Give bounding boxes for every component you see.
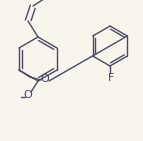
- Text: O: O: [41, 74, 49, 84]
- Text: F: F: [108, 73, 114, 83]
- Text: O: O: [24, 90, 32, 100]
